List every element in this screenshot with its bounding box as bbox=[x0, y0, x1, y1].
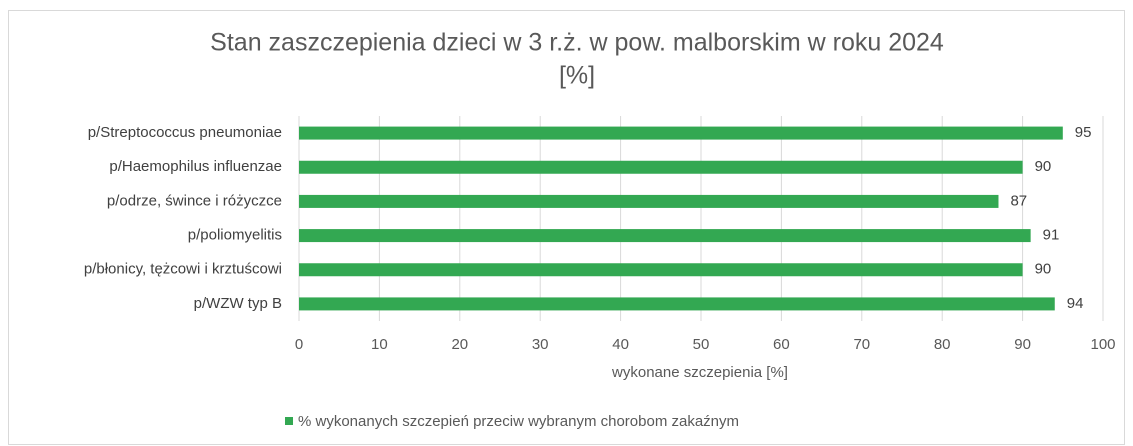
y-tick-label: p/Streptococcus pneumoniae bbox=[88, 124, 282, 141]
data-label: 90 bbox=[1035, 261, 1052, 278]
y-tick-label: p/poliomyelitis bbox=[188, 227, 282, 244]
x-tick-label: 60 bbox=[773, 336, 790, 353]
bar bbox=[299, 229, 1031, 243]
x-tick-label: 30 bbox=[532, 336, 549, 353]
chart-title: [%] bbox=[559, 62, 595, 90]
x-tick-label: 40 bbox=[612, 336, 629, 353]
data-label: 90 bbox=[1035, 158, 1052, 175]
x-tick-label: 20 bbox=[451, 336, 468, 353]
x-tick-label: 0 bbox=[295, 336, 303, 353]
x-axis-label: wykonane szczepienia [%] bbox=[611, 364, 788, 381]
x-tick-label: 80 bbox=[934, 336, 951, 353]
bar bbox=[299, 160, 1023, 174]
legend-marker bbox=[285, 417, 293, 425]
bar bbox=[299, 297, 1055, 311]
x-tick-label: 70 bbox=[853, 336, 870, 353]
data-label: 95 bbox=[1075, 124, 1092, 141]
y-tick-label: p/błonicy, tężcowi i krztuścowi bbox=[84, 261, 282, 278]
legend-label: % wykonanych szczepień przeciw wybranym … bbox=[298, 413, 739, 430]
data-label: 87 bbox=[1010, 192, 1027, 209]
data-label: 91 bbox=[1043, 227, 1060, 244]
y-tick-label: p/odrze, śwince i różyczce bbox=[107, 192, 282, 209]
y-tick-label: p/WZW typ B bbox=[194, 295, 282, 312]
y-tick-label: p/Haemophilus influenzae bbox=[109, 158, 282, 175]
chart-title: Stan zaszczepienia dzieci w 3 r.ż. w pow… bbox=[210, 29, 944, 57]
x-tick-label: 100 bbox=[1090, 336, 1115, 353]
bar bbox=[299, 194, 999, 208]
bar bbox=[299, 126, 1063, 140]
x-tick-label: 90 bbox=[1014, 336, 1031, 353]
chart-border bbox=[8, 10, 1125, 445]
x-tick-label: 50 bbox=[693, 336, 710, 353]
data-label: 94 bbox=[1067, 295, 1084, 312]
bar bbox=[299, 263, 1023, 277]
x-tick-label: 10 bbox=[371, 336, 388, 353]
